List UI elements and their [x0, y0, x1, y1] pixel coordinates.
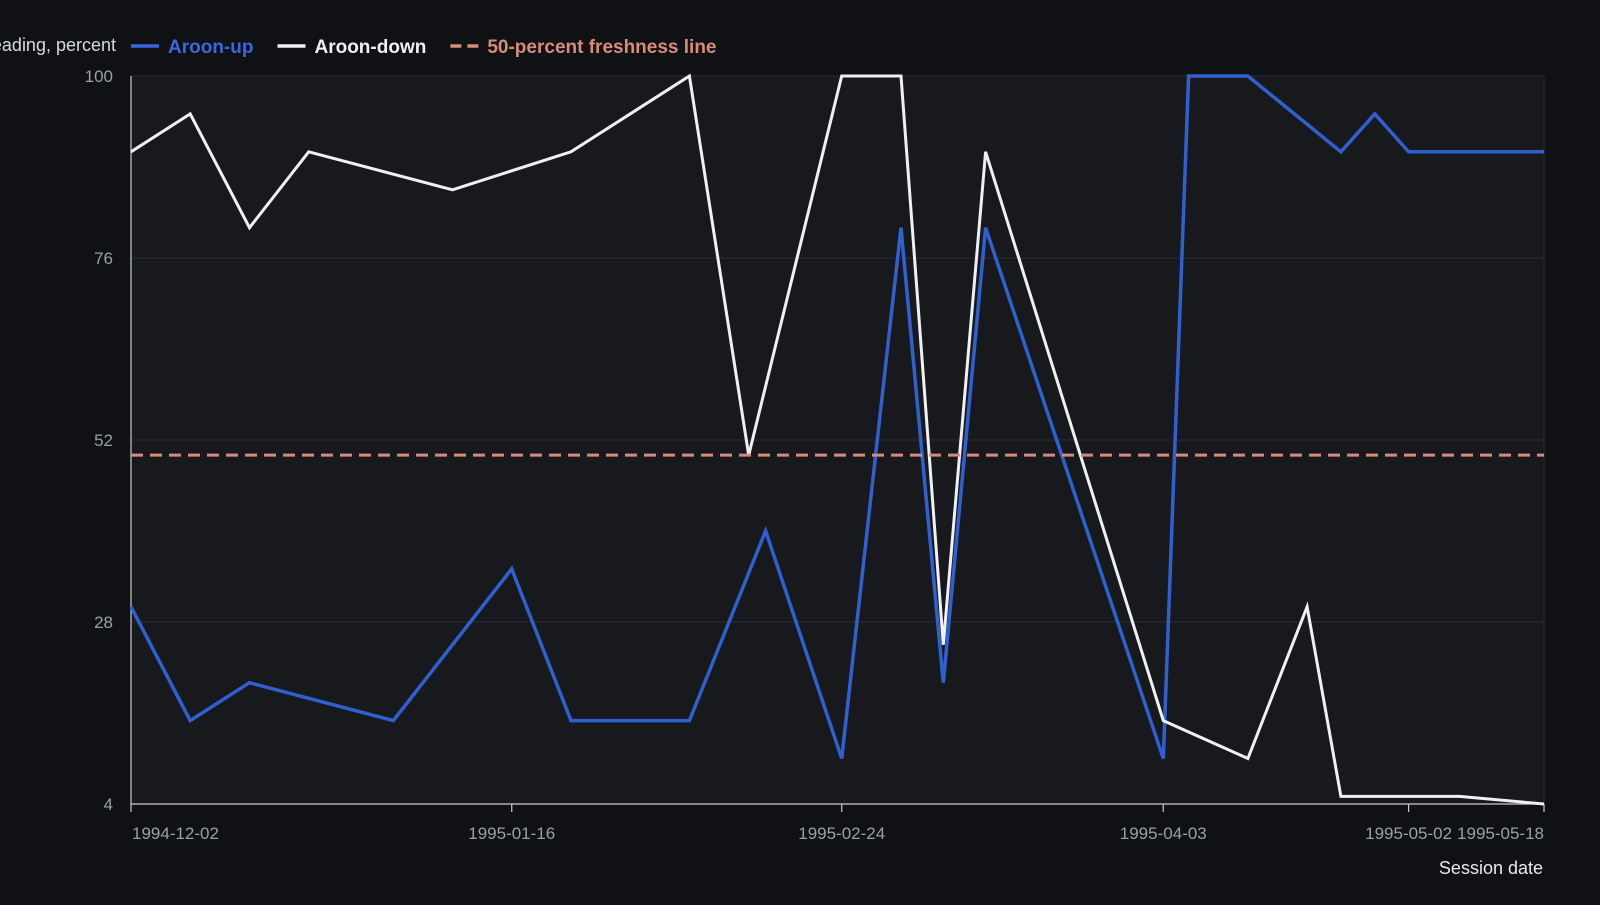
series: [129, 73, 1545, 806]
x-tick-label: 1995-02-24: [798, 824, 885, 843]
y-tick-label: 28: [94, 613, 113, 632]
legend-item-aroon-down: Aroon-down: [277, 37, 426, 58]
axes: 4 28 52 76 100 1994-12-02 1995-01-16 1995-02-24…: [85, 67, 1545, 843]
x-tick-label: 1995-05-18: [1457, 824, 1544, 843]
x-tick-label: 1995-05-02: [1365, 824, 1452, 843]
legend-label: Aroon-up: [168, 37, 253, 58]
x-tick-label: 1994-12-02: [132, 824, 219, 843]
y-axis-title: Reading, percent: [0, 35, 116, 55]
y-tick-label: 52: [94, 431, 113, 450]
y-tick-label: 100: [85, 67, 113, 86]
x-tick-label: 1995-01-16: [468, 824, 555, 843]
aroon-down-line: [130, 73, 1545, 806]
legend-label: 50-percent freshness line: [487, 37, 716, 58]
legend: Aroon-up Aroon-down 50-percent freshness l…: [131, 37, 717, 58]
legend-item-50-percent-freshness-line: 50-percent freshness line: [450, 37, 717, 58]
x-tick-label: 1995-04-03: [1120, 824, 1207, 843]
y-tick-label: 76: [94, 249, 113, 268]
x-axis-title: Session date: [1439, 858, 1543, 878]
y-tick-label: 4: [104, 795, 113, 814]
aroon-up-line: [129, 74, 1544, 760]
legend-label: Aroon-down: [314, 37, 426, 58]
legend-item-aroon-up: Aroon-up: [131, 37, 253, 58]
